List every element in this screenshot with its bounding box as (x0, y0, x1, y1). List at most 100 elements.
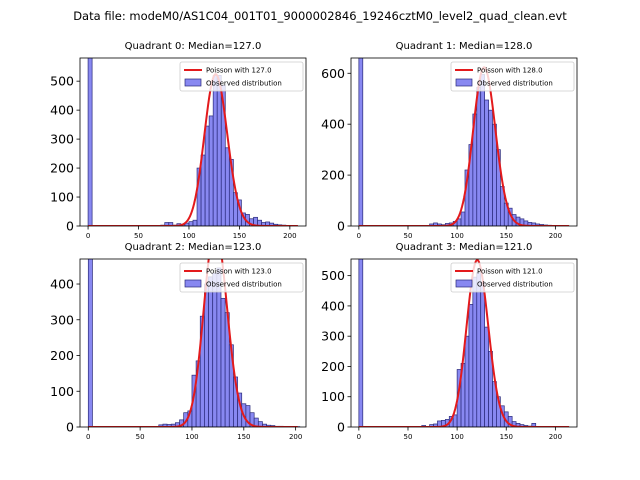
x-tick-label: 0 (357, 433, 361, 441)
x-tick-label: 100 (450, 433, 463, 441)
y-tick-label: 100 (321, 389, 345, 404)
y-tick-label: 0 (66, 420, 74, 435)
legend-observed-swatch (455, 78, 473, 87)
y-tick-label: 300 (50, 132, 74, 147)
histogram-bar (488, 109, 493, 226)
quadrant-panel-0: Quadrant 0: Median=127.00100200300400500… (50, 41, 307, 240)
x-tick-label: 150 (500, 232, 513, 240)
panel-title: Quadrant 3: Median=121.0 (396, 242, 533, 253)
x-tick-label: 50 (134, 232, 143, 240)
histogram-bar (188, 221, 194, 226)
histogram-bar (460, 211, 466, 226)
legend-box (179, 262, 304, 293)
histogram-bar (468, 304, 474, 427)
histogram-bar (208, 276, 214, 427)
histogram-bar (192, 219, 198, 226)
histogram-bar (484, 99, 489, 226)
axes-frame (79, 258, 307, 428)
y-tick-label: 100 (50, 190, 74, 205)
legend-poisson-label: Poisson with 127.0 (206, 67, 272, 75)
legend: Poisson with 128.0 Observed distribution (450, 61, 575, 92)
histogram-bar (464, 335, 470, 427)
quadrant-panels: Quadrant 0: Median=127.00100200300400500… (50, 41, 578, 441)
poisson-curve (88, 73, 298, 226)
x-tick-label: 200 (549, 433, 562, 441)
quadrant-panel-2: Quadrant 2: Median=123.0 0 100 200 300 400 0 50… (50, 242, 307, 441)
histogram-bars (358, 58, 564, 226)
histogram-bar (476, 86, 482, 226)
histogram-bar (168, 222, 174, 226)
y-tick-label: 500 (321, 268, 345, 283)
histogram-bar (476, 272, 482, 427)
axes-frame (350, 57, 578, 227)
y-tick-label: 0 (337, 420, 345, 435)
legend: Poisson with 121.0 Observed distribution (450, 262, 575, 293)
legend-observed-label: Observed distribution (477, 80, 553, 88)
quadrant-panel-1: Quadrant 1: Median=128.0 0 200 400 600 0 50 100… (321, 41, 578, 240)
x-tick-label: 200 (289, 433, 302, 441)
y-tick-label: 200 (321, 359, 345, 374)
y-tick-label: 0 (66, 219, 74, 234)
legend-poisson-label: Poisson with 121.0 (477, 268, 543, 276)
legend-poisson-label: Poisson with 128.0 (477, 67, 543, 75)
legend-observed-label: Observed distribution (206, 80, 282, 88)
x-tick-label: 100 (182, 232, 195, 240)
axes-frame (79, 57, 307, 227)
x-tick-label: 0 (86, 232, 90, 240)
x-tick-label: 50 (404, 433, 413, 441)
axes-frame (350, 258, 578, 428)
histogram-bar (216, 75, 222, 226)
y-tick-label: 200 (321, 168, 345, 183)
legend-observed-label: Observed distribution (206, 281, 282, 289)
x-tick-label: 150 (233, 232, 246, 240)
figure-title: Data file: modeM0/AS1C04_001T01_90000028… (73, 9, 567, 23)
legend-observed-swatch (184, 279, 202, 288)
y-tick-label: 600 (321, 66, 345, 81)
y-tick-label: 400 (321, 117, 345, 132)
x-tick-label: 150 (237, 433, 250, 441)
y-tick-label: 100 (50, 384, 74, 399)
y-tick-label: 400 (50, 103, 74, 118)
histogram-bar (480, 281, 485, 427)
x-tick-label: 50 (404, 232, 413, 240)
histogram-bar (212, 272, 218, 427)
histogram-bar (358, 58, 364, 226)
panel-title: Quadrant 2: Median=123.0 (125, 242, 262, 253)
histogram-bar (452, 414, 458, 427)
poisson-curve (88, 259, 298, 427)
histogram-bar (358, 259, 364, 427)
y-tick-label: 200 (50, 161, 74, 176)
histogram-bar (480, 74, 485, 226)
legend-box (450, 61, 575, 92)
y-tick-label: 0 (337, 219, 345, 234)
x-tick-label: 150 (500, 433, 513, 441)
legend-box (450, 262, 575, 293)
histogram-bar (224, 147, 230, 226)
legend-poisson-label: Poisson with 123.0 (206, 268, 272, 276)
histogram-bar (87, 58, 93, 226)
panel-title: Quadrant 0: Median=127.0 (125, 41, 262, 52)
x-tick-label: 100 (185, 433, 198, 441)
legend: Poisson with 123.0 Observed distribution (179, 262, 304, 293)
histogram-bar (204, 125, 210, 226)
legend: Poisson with 127.0 Observed distribution (179, 61, 304, 92)
y-tick-label: 500 (50, 74, 74, 89)
panel-title: Quadrant 1: Median=128.0 (396, 41, 533, 52)
poisson-curve (358, 259, 570, 427)
histogram-bars (87, 58, 295, 226)
legend-observed-label: Observed distribution (477, 281, 553, 289)
histogram-bar (212, 75, 218, 226)
x-tick-label: 50 (136, 433, 145, 441)
legend-box (179, 61, 304, 92)
x-tick-label: 200 (283, 232, 296, 240)
legend-observed-swatch (455, 279, 473, 288)
histogram-bars (358, 259, 552, 427)
y-tick-label: 200 (50, 348, 74, 363)
histogram-bar (200, 154, 206, 226)
histogram-bar (208, 115, 214, 226)
y-tick-label: 400 (50, 277, 74, 292)
y-tick-label: 300 (321, 329, 345, 344)
quadrant-panel-3: Quadrant 3: Median=121.00100200300400500… (321, 242, 578, 441)
x-tick-label: 0 (357, 232, 361, 240)
